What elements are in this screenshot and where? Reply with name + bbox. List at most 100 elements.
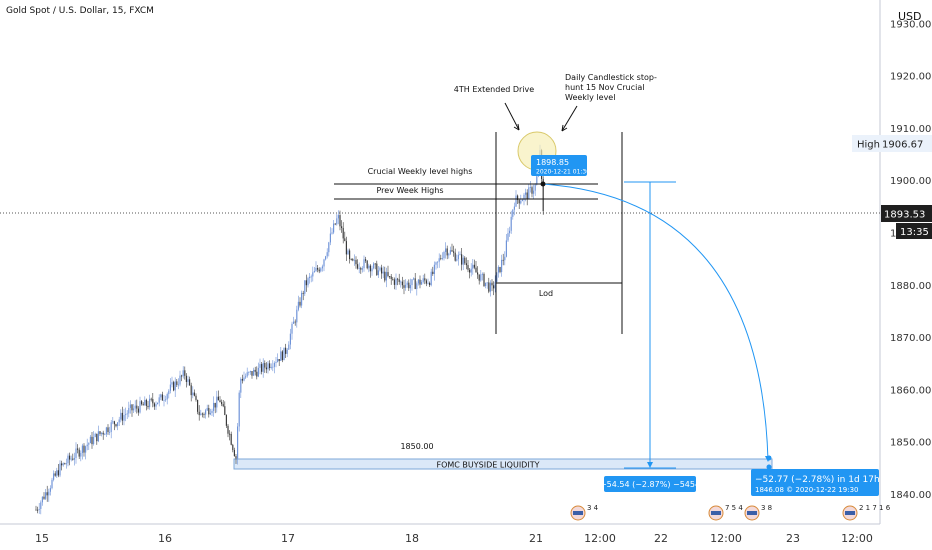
candle-body: [104, 434, 106, 436]
candle-body: [126, 413, 128, 415]
candle-body: [401, 281, 403, 286]
candle-body: [222, 404, 224, 407]
peak-tooltip[interactable]: [531, 155, 587, 176]
candle-body: [449, 250, 451, 254]
candle-body: [177, 384, 179, 386]
candle-body: [469, 269, 471, 273]
countdown-value: 13:35: [900, 227, 929, 238]
candle-body: [93, 437, 95, 445]
candle-body: [217, 396, 219, 401]
candle-body: [360, 268, 362, 270]
stop-hunt-label-2: hunt 15 Nov Crucial: [565, 83, 644, 92]
level-1850-label: 1850.00: [400, 442, 433, 451]
extended-drive-label: 4TH Extended Drive: [454, 85, 534, 94]
candles: [35, 144, 544, 515]
candle-body: [478, 274, 480, 281]
candle-body: [368, 265, 370, 269]
candle-body: [405, 284, 407, 288]
candle-body: [128, 407, 130, 414]
candle-body: [139, 401, 141, 413]
candle-body: [347, 250, 349, 255]
candle-body: [465, 263, 467, 266]
candle-body: [526, 192, 528, 200]
candle-body: [379, 267, 381, 271]
candle-body: [422, 278, 424, 282]
lod-label: Lod: [539, 289, 553, 298]
candle-body: [294, 321, 296, 323]
candle-body: [432, 271, 434, 274]
price-tick-label: 1910.00: [890, 124, 931, 135]
candle-body: [433, 264, 435, 274]
economic-events[interactable]: 3 4 7 5 4 3 8 2 1 7 1 6: [570, 504, 891, 521]
candle-body: [398, 279, 400, 282]
candle-body: [176, 381, 178, 385]
candle-body: [248, 372, 250, 373]
range-tooltip-text: −54.54 (−2.87%) −5454: [600, 480, 700, 489]
candle-body: [317, 267, 319, 270]
time-tick-label: 12:00: [710, 532, 742, 545]
candle-body: [67, 455, 69, 464]
candle-body: [475, 267, 477, 273]
candle-body: [171, 382, 173, 385]
candle-body: [227, 425, 229, 434]
candle-body: [113, 421, 115, 425]
candle-body: [371, 268, 373, 272]
price-axis[interactable]: 1840.001850.001860.001870.001880.001890.…: [890, 19, 931, 501]
candle-body: [160, 394, 162, 398]
candle-body: [270, 366, 272, 368]
candle-body: [285, 347, 287, 354]
candle-body: [107, 427, 109, 433]
fomc-liquidity-zone[interactable]: [233, 458, 773, 470]
candle-body: [313, 271, 315, 273]
candle-body: [190, 385, 192, 396]
candle-body: [173, 382, 175, 391]
candle-body: [477, 272, 479, 275]
candle-body: [366, 260, 368, 269]
time-axis[interactable]: 15 16 17 18 21 12:00 22 12:00 23 12:00: [35, 532, 873, 545]
candle-body: [120, 412, 122, 420]
candle-body: [393, 279, 395, 285]
candle-body: [486, 282, 488, 284]
candle-body: [403, 285, 405, 288]
candle-body: [153, 403, 155, 407]
candle-body: [440, 258, 442, 260]
flag-stripe-icon: [573, 511, 583, 515]
candle-body: [35, 509, 37, 511]
candle-body: [470, 268, 472, 273]
candle-body: [312, 272, 314, 277]
candle-body: [419, 279, 421, 285]
candle-body: [288, 344, 290, 350]
projection-start-dot: [540, 181, 546, 187]
flag-stripe-icon: [845, 511, 855, 515]
candle-body: [331, 232, 333, 234]
candle-body: [230, 434, 232, 445]
candle-body: [89, 436, 91, 444]
candle-body: [142, 404, 144, 406]
candle-body: [221, 402, 223, 405]
candle-body: [264, 362, 266, 368]
candle-body: [341, 226, 343, 229]
candle-body: [56, 470, 58, 476]
candle-body: [233, 449, 235, 457]
candle-body: [373, 263, 375, 269]
candle-body: [75, 448, 77, 458]
candle-body: [57, 470, 59, 476]
candle-body: [96, 433, 98, 442]
candle-body: [97, 431, 99, 442]
candle-body: [518, 199, 520, 204]
candle-body: [494, 281, 496, 289]
candle-body: [141, 401, 143, 405]
candle-body: [237, 426, 239, 459]
candle-body: [238, 392, 240, 427]
candle-body: [453, 251, 455, 253]
candle-body: [163, 399, 165, 401]
time-tick-label: 12:00: [584, 532, 616, 545]
candle-body: [483, 273, 485, 286]
projection-tooltip[interactable]: [751, 469, 879, 496]
candle-body: [155, 404, 157, 407]
countdown-badge: [896, 223, 932, 239]
peak-tooltip-time: 2020-12-21 01:30: [536, 169, 590, 176]
range-tooltip[interactable]: [604, 476, 696, 492]
high-badge: [852, 135, 932, 152]
